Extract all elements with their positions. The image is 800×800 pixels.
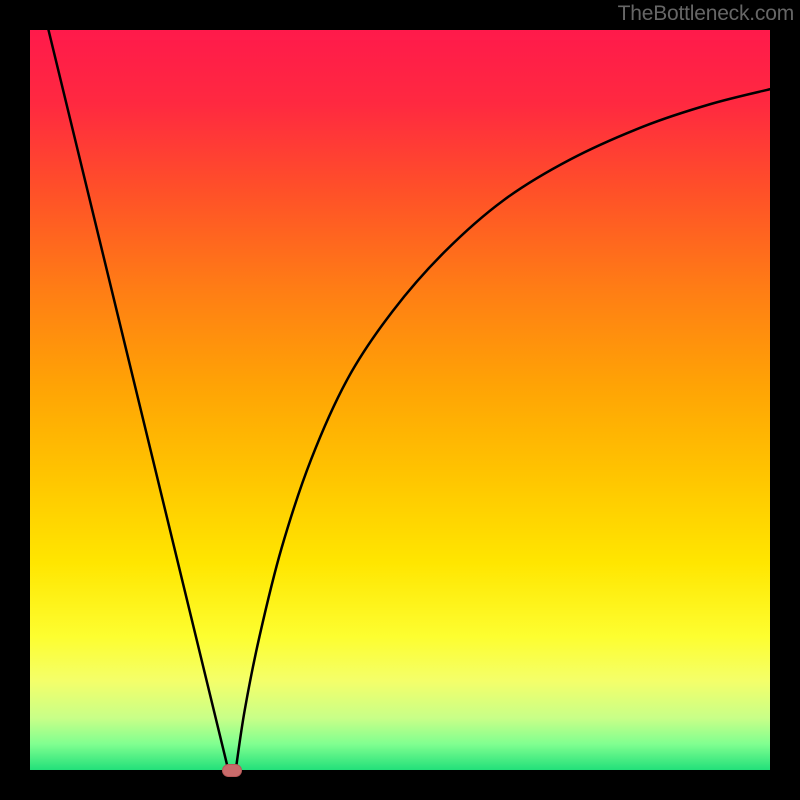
curve-right-branch xyxy=(236,89,770,770)
plot-area xyxy=(30,30,770,770)
watermark-text: TheBottleneck.com xyxy=(618,2,794,26)
curve-left-branch xyxy=(49,30,229,770)
minimum-marker xyxy=(222,764,242,777)
chart-canvas: TheBottleneck.com xyxy=(0,0,800,800)
bottleneck-curve xyxy=(30,30,770,770)
